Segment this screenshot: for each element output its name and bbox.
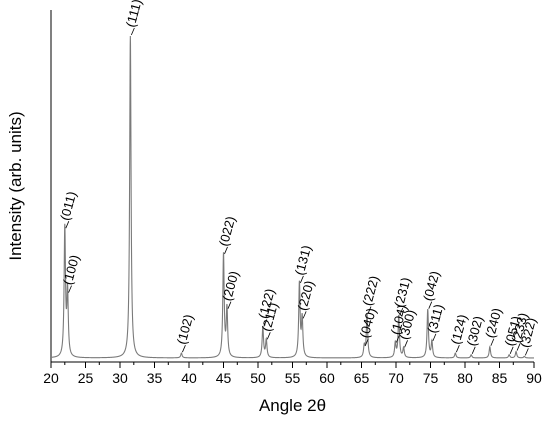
peak-label-text: (220) [295, 279, 317, 312]
x-tick-label: 25 [78, 370, 94, 386]
peak-label-text: (100) [60, 253, 82, 286]
y-axis-title: Intensity (arb. units) [6, 111, 25, 260]
peak-label: (211) [259, 301, 281, 340]
peak-leader-line [266, 332, 271, 340]
peak-leader-line [395, 335, 400, 343]
x-tick-label: 30 [112, 370, 128, 386]
x-tick-label: 85 [492, 370, 508, 386]
peak-leader-line [471, 346, 476, 354]
peak-leader-line [65, 221, 70, 229]
peak-leader-line [364, 338, 369, 346]
x-tick-label: 65 [354, 370, 370, 386]
peak-leader-line [399, 307, 404, 316]
peak-label-text: (231) [391, 276, 413, 309]
peak-leader-line [404, 340, 408, 348]
peak-leader-line [300, 275, 304, 284]
peak-label: (111) [123, 0, 145, 36]
peak-leader-line [509, 346, 514, 354]
peak-leader-line [182, 345, 186, 353]
x-tick-label: 50 [250, 370, 266, 386]
x-tick-label: 35 [147, 370, 163, 386]
x-tick-label: 75 [423, 370, 439, 386]
peak-leader-line [428, 301, 433, 309]
x-tick-label: 55 [285, 370, 301, 386]
peak-label: (311) [424, 302, 446, 342]
peak-leader-line [224, 246, 228, 255]
x-axis-title: Angle 2θ [259, 396, 326, 415]
peak-leader-line [130, 27, 135, 36]
peak-label-text: (211) [259, 301, 281, 333]
peak-label: (220) [295, 279, 317, 319]
diffraction-pattern-line [50, 35, 534, 359]
peak-label-text: (102) [174, 313, 196, 346]
x-tick-label: 80 [457, 370, 473, 386]
peak-label-text: (022) [216, 215, 238, 248]
peak-label-text: (042) [420, 269, 442, 302]
peak-label: (040) [357, 306, 379, 346]
peak-label: (100) [60, 253, 82, 293]
peak-label: (011) [57, 190, 79, 229]
x-tick-label: 60 [319, 370, 335, 386]
peak-label-text: (240) [482, 306, 504, 339]
x-tick-label: 45 [216, 370, 232, 386]
peak-label: (240) [482, 306, 505, 346]
peak-leader-line [490, 338, 495, 346]
peak-leader-line [68, 285, 72, 293]
x-tick-label: 90 [526, 370, 542, 386]
peak-label-text: (040) [357, 306, 379, 339]
peak-label: (102) [174, 313, 196, 353]
peak-label-text: (131) [292, 244, 314, 277]
peak-label-text: (111) [123, 0, 145, 29]
peak-label: (022) [216, 215, 238, 255]
x-tick-label: 20 [43, 370, 59, 386]
peak-leader-line [227, 301, 232, 309]
peak-leader-line [302, 311, 307, 319]
peak-leader-line [367, 306, 372, 314]
peak-label: (222) [359, 274, 382, 314]
x-tick-label: 70 [388, 370, 404, 386]
peak-leader-line [263, 319, 268, 327]
peak-leader-line [516, 343, 521, 351]
x-ticks [50, 362, 535, 368]
peak-leader-line [524, 348, 529, 356]
peak-label-text: (222) [359, 274, 381, 307]
peak-label-text: (011) [57, 190, 79, 222]
peak-leader-line [432, 333, 437, 342]
peak-leader-line [455, 345, 460, 353]
axes [50, 10, 534, 363]
x-tick-labels: 20 25 30 35 40 45 50 55 60 65 70 75 80 85 90 [43, 370, 542, 386]
x-tick-label: 40 [181, 370, 197, 386]
peak-label: (131) [292, 244, 314, 284]
peak-label-text: (311) [424, 302, 446, 334]
